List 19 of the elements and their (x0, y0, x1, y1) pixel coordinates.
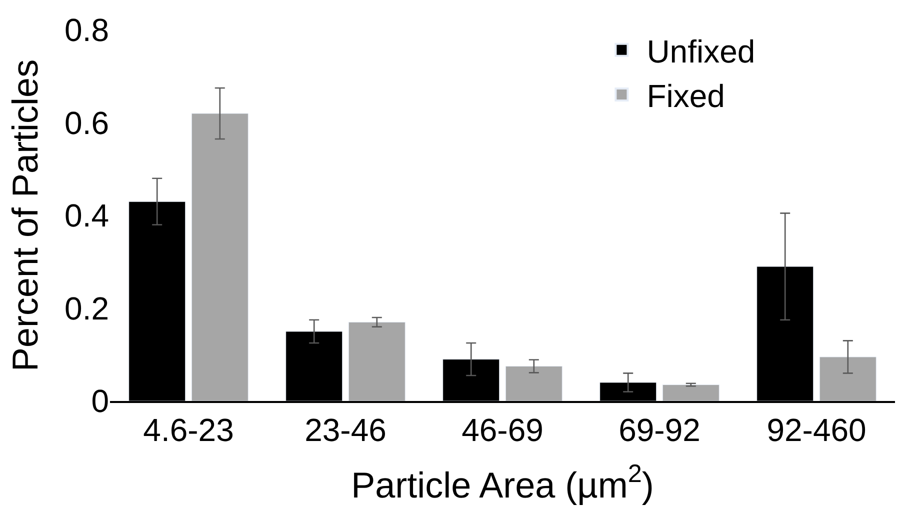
x-axis-title: Particle Area (µm$^{2}$) (351, 460, 654, 506)
y-tick-label: 0.2 (64, 290, 109, 326)
bar (505, 366, 562, 401)
legend-label: Unfixed (646, 33, 756, 70)
bar (348, 322, 406, 401)
y-tick-label: 0.4 (64, 198, 109, 234)
x-tick-label: 92-460 (766, 412, 866, 448)
x-tick-label: 4.6-23 (143, 412, 234, 448)
x-tick-label: 23-46 (304, 412, 386, 448)
x-tick-label: 46-69 (462, 412, 544, 448)
bar (662, 384, 720, 401)
bar (819, 356, 876, 401)
legend-label: Fixed (646, 78, 725, 114)
x-tick-label: 69-92 (618, 412, 700, 448)
y-tick-label: 0.8 (64, 12, 109, 48)
bar (191, 113, 248, 401)
y-axis-title: Percent of Particles (4, 59, 46, 372)
y-tick-label: 0.6 (64, 104, 109, 141)
y-tick-label: 0 (91, 383, 109, 420)
